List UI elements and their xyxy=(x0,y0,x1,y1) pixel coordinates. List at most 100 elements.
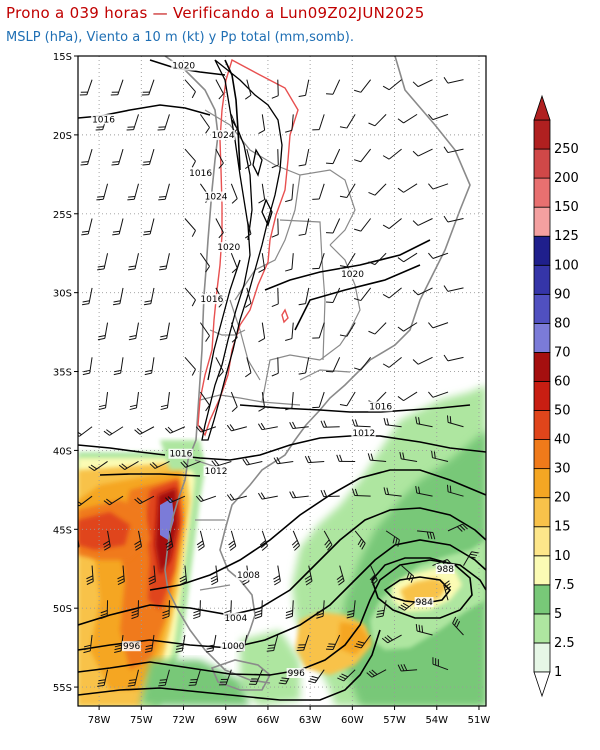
wind-barb xyxy=(110,79,124,96)
isobar-label-bg xyxy=(235,570,261,581)
wind-barb xyxy=(443,354,464,362)
wind-barb xyxy=(298,357,310,375)
wind-barb xyxy=(336,454,356,462)
wind-barb xyxy=(351,419,371,428)
wind-barb xyxy=(346,600,356,619)
wind-barb xyxy=(98,391,109,411)
wind-barb xyxy=(443,146,464,154)
colorbar-segment xyxy=(533,119,551,150)
wind-barb xyxy=(320,489,340,498)
isobar-labels: 1020 1016 1024 1016 1024 1020 1020 1016 1016 1012… xyxy=(91,60,455,679)
lat-label: 30S xyxy=(53,289,72,300)
wind-barb xyxy=(382,287,402,299)
wind-barb xyxy=(143,287,155,306)
wind-barb xyxy=(103,495,124,506)
wind-barb xyxy=(339,391,356,407)
wind-barb xyxy=(463,551,479,566)
wind-barb xyxy=(230,253,238,274)
wind-barb xyxy=(180,460,201,468)
wind-barb xyxy=(368,252,387,266)
title-line1: Prono a 039 horas — Verificando a Lun09Z… xyxy=(6,4,425,22)
wind-barb xyxy=(83,634,93,654)
wind-barb xyxy=(97,322,109,341)
isobar-label-bg xyxy=(414,597,434,608)
wind-barb xyxy=(428,183,449,190)
colorbar-segment xyxy=(533,177,551,208)
wind-barb xyxy=(446,415,464,428)
isobar-label-bg xyxy=(91,114,116,125)
wind-barb xyxy=(308,669,325,684)
wind-barb xyxy=(415,486,433,497)
wind-barb xyxy=(382,79,402,91)
wind-barb xyxy=(339,322,356,337)
precipitation-colorbar: 1 2.5 5 7.5 10 15 20 30 40 50 60 70 80 90 100 125 150 200… xyxy=(533,94,579,698)
wind-barb xyxy=(96,183,109,201)
wind-barb xyxy=(285,600,294,619)
coastlines xyxy=(164,56,471,691)
isobar-label: 1024 xyxy=(205,193,228,203)
wind-barb xyxy=(127,183,139,201)
isobar-label: 1020 xyxy=(341,270,364,280)
wind-barb xyxy=(271,218,279,238)
colorbar-label: 60 xyxy=(554,374,571,389)
wind-barb xyxy=(165,426,186,434)
wind-barb xyxy=(82,357,93,376)
wind-barb xyxy=(86,565,94,585)
wind-barb xyxy=(254,600,263,619)
colorbar-bottom-arrow xyxy=(533,671,551,698)
wind-barb xyxy=(285,322,294,341)
wind-barb xyxy=(383,417,402,428)
isobar-label: 1016 xyxy=(189,169,212,179)
wind-barb xyxy=(244,79,252,100)
wind-barb xyxy=(289,421,309,429)
wind-barb xyxy=(127,669,139,687)
isobar-label-bg xyxy=(203,191,229,202)
wind-barb xyxy=(353,79,372,93)
isobar-label: 1016 xyxy=(92,115,115,125)
wind-barb xyxy=(206,634,217,653)
wind-barb xyxy=(103,426,124,436)
wind-barb xyxy=(368,322,387,335)
colorbar-segment xyxy=(533,410,551,440)
isobar-label-bg xyxy=(199,294,224,305)
wind-barb xyxy=(258,114,266,135)
wind-barb xyxy=(215,357,224,378)
wind-barb xyxy=(210,565,219,586)
wind-barb xyxy=(289,491,309,499)
lon-label: 66W xyxy=(257,715,280,726)
wind-barb xyxy=(134,495,155,505)
wind-barb xyxy=(112,218,124,236)
wind-barb xyxy=(68,392,77,410)
wind-barb xyxy=(367,453,387,462)
wind-barb xyxy=(285,392,294,411)
colorbar-label: 100 xyxy=(554,258,579,273)
wind-barb xyxy=(184,218,196,237)
wind-barb xyxy=(258,183,266,204)
lat-label: 25S xyxy=(53,210,72,221)
colorbar-segment xyxy=(533,584,551,615)
isobar-label-bg xyxy=(188,167,213,178)
wind-barb xyxy=(368,183,387,196)
terrain-contour xyxy=(197,58,299,437)
wind-barb xyxy=(351,488,371,497)
wind-barb xyxy=(326,287,341,303)
wind-barb xyxy=(326,634,341,651)
wind-barb xyxy=(81,287,93,306)
wind-barb xyxy=(336,565,345,586)
wind-barb xyxy=(193,600,201,620)
wind-barb xyxy=(199,252,210,273)
map-frame xyxy=(77,55,487,707)
isobar-label-bg xyxy=(223,612,248,623)
wind-barb xyxy=(211,459,232,467)
wind-barb xyxy=(298,79,310,97)
wind-barb xyxy=(385,530,400,547)
wind-barb xyxy=(443,215,464,223)
isobar-label: 1012 xyxy=(352,429,375,439)
wind-barb xyxy=(126,114,139,131)
lon-label: 60W xyxy=(341,715,364,726)
wind-barb xyxy=(304,565,313,586)
colorbar-label: 40 xyxy=(554,433,571,448)
wind-barb xyxy=(184,79,196,99)
colorbar-label: 1 xyxy=(554,665,562,680)
wind-barb xyxy=(188,669,201,686)
